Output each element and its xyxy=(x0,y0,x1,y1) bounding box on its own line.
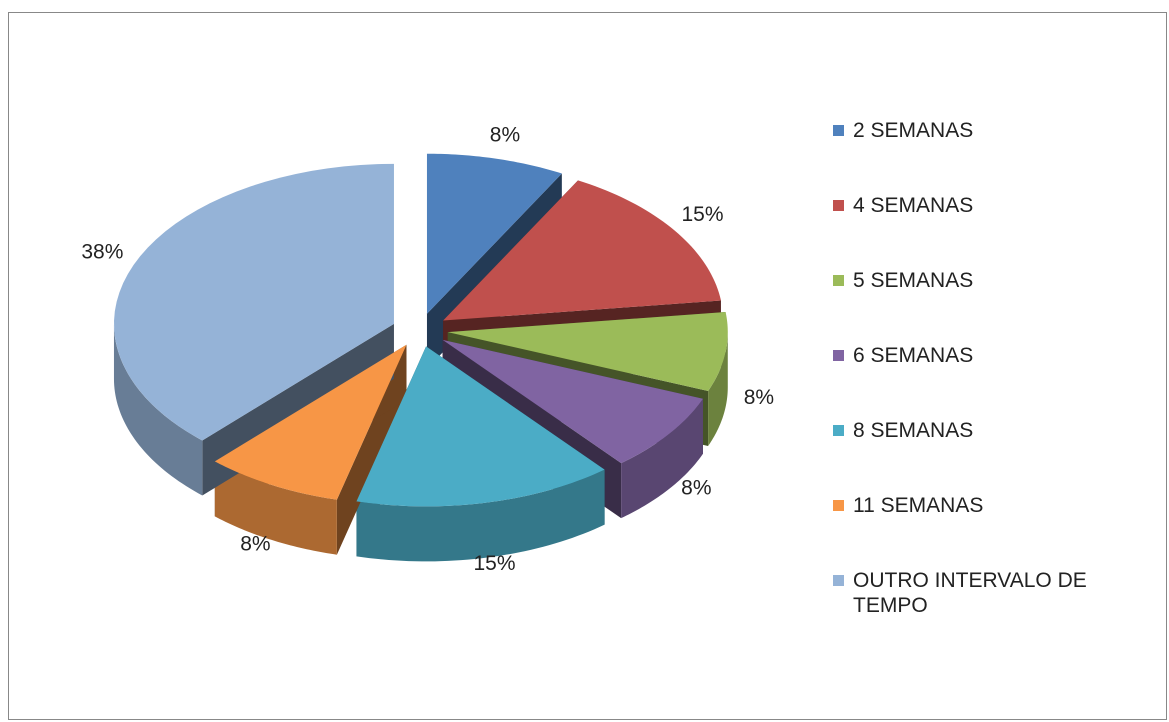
legend-item: OUTRO INTERVALO DE TEMPO xyxy=(833,568,1153,618)
legend-swatch xyxy=(833,350,844,361)
slice xyxy=(443,180,721,321)
legend-label: 4 SEMANAS xyxy=(853,194,974,217)
legend-label: 5 SEMANAS xyxy=(853,269,974,292)
legend-swatch xyxy=(833,575,844,586)
legend-label: 2 SEMANAS xyxy=(853,119,974,142)
chart-frame xyxy=(8,12,1167,720)
slice-side xyxy=(708,332,728,447)
data-label: 15% xyxy=(682,203,724,226)
data-label: 8% xyxy=(681,476,711,499)
slice-side xyxy=(113,323,203,496)
data-label: 8% xyxy=(490,123,520,146)
legend-swatch xyxy=(833,275,844,286)
legend-swatch xyxy=(833,425,844,436)
legend-item: 2 SEMANAS xyxy=(833,118,1153,143)
slice xyxy=(442,339,703,464)
legend-label: OUTRO INTERVALO DE TEMPO xyxy=(853,569,1087,617)
legend-label: 6 SEMANAS xyxy=(853,344,974,367)
legend-item: 11 SEMANAS xyxy=(833,493,1153,518)
slice xyxy=(114,163,394,441)
data-label: 8% xyxy=(744,386,774,409)
legend-item: 8 SEMANAS xyxy=(833,418,1153,443)
data-label: 38% xyxy=(81,241,123,264)
legend: 2 SEMANAS 4 SEMANAS 5 SEMANAS 6 SEMANAS 8 SE… xyxy=(833,118,1153,668)
legend-item: 6 SEMANAS xyxy=(833,343,1153,368)
tops xyxy=(114,153,728,507)
slice xyxy=(447,312,728,392)
legend-swatch xyxy=(833,200,844,211)
legend-swatch xyxy=(833,125,844,136)
data-label: 8% xyxy=(240,533,270,556)
legend-item: 5 SEMANAS xyxy=(833,268,1153,293)
slice xyxy=(426,153,562,314)
legend-label: 11 SEMANAS xyxy=(853,494,984,517)
legend-label: 8 SEMANAS xyxy=(853,419,974,442)
slice xyxy=(214,344,407,500)
slice-side xyxy=(356,469,605,562)
slice-side xyxy=(621,398,703,519)
slice xyxy=(356,346,605,507)
legend-swatch xyxy=(833,500,844,511)
legend-item: 4 SEMANAS xyxy=(833,193,1153,218)
data-label: 15% xyxy=(474,552,516,575)
slice-side xyxy=(214,461,337,555)
